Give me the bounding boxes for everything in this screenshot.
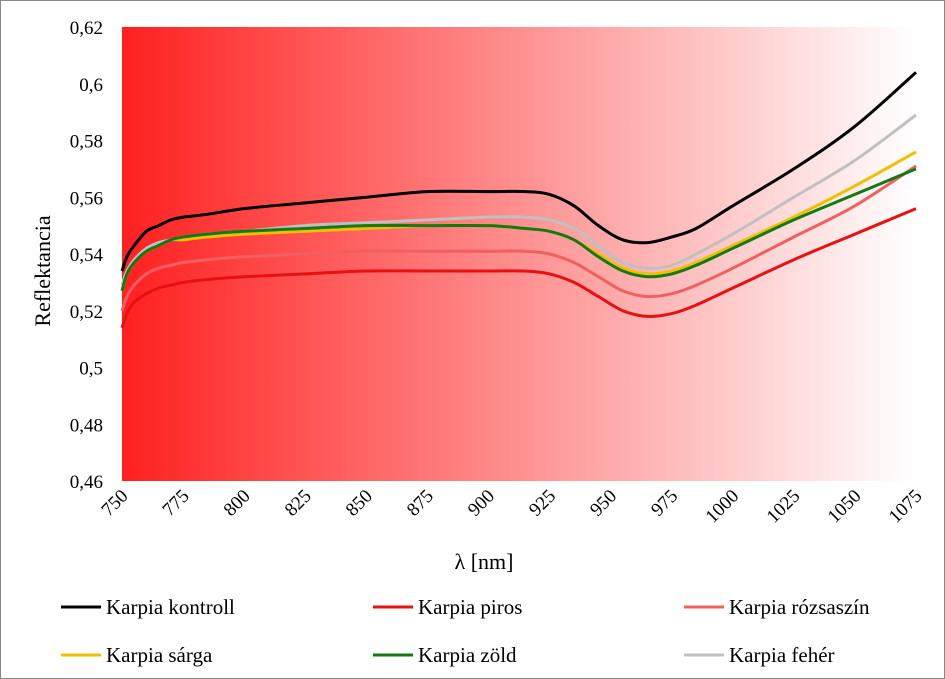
plot-area: [122, 27, 916, 481]
x-tick-label: 900: [464, 486, 499, 521]
y-tick-label: 0,52: [70, 302, 103, 323]
x-tick-label: 825: [281, 486, 316, 521]
x-tick-label: 875: [403, 486, 438, 521]
y-tick-label: 0,54: [70, 245, 104, 266]
y-tick-label: 0,6: [79, 75, 103, 96]
x-tick-label: 950: [586, 486, 621, 521]
y-tick-label: 0,56: [70, 188, 103, 209]
legend: Karpia kontroll Karpia piros Karpia rózsas…: [61, 595, 870, 667]
series-line: [120, 113, 917, 286]
series-lines: [120, 71, 917, 329]
series-line: [120, 164, 917, 312]
y-axis-title: Reflektancia: [30, 215, 55, 326]
x-tick-label: 925: [525, 486, 560, 521]
x-tick-label: 1075: [885, 486, 927, 528]
legend-label: Karpia sárga: [106, 643, 213, 667]
legend-label: Karpia zöld: [418, 643, 517, 667]
y-tick-label: 0,62: [70, 18, 103, 39]
y-axis-ticks: 0,46 0,48 0,5 0,52 0,54 0,56 0,58 0,6 0,62: [70, 18, 104, 493]
x-tick-label: 975: [647, 486, 682, 521]
x-axis-ticks: 750 775 800 825 850 875 900 925 950 975 1000 1025 10…: [98, 486, 927, 528]
x-axis-title: λ [nm]: [455, 549, 514, 574]
legend-label: Karpia kontroll: [106, 595, 235, 619]
x-tick-label: 800: [220, 486, 255, 521]
y-tick-label: 0,46: [70, 472, 103, 493]
x-tick-label: 1050: [824, 486, 866, 528]
legend-label: Karpia piros: [418, 595, 522, 619]
series-line: [120, 167, 917, 292]
series-line: [120, 207, 917, 329]
legend-label: Karpia rózsaszín: [729, 595, 870, 619]
x-tick-label: 1025: [763, 486, 805, 528]
y-tick-label: 0,5: [79, 359, 103, 380]
x-tick-label: 1000: [702, 486, 744, 528]
x-tick-label: 850: [342, 486, 377, 521]
y-tick-label: 0,48: [70, 415, 103, 436]
x-tick-label: 775: [159, 486, 194, 521]
series-line: [120, 71, 917, 272]
y-tick-label: 0,58: [70, 132, 103, 153]
legend-label: Karpia fehér: [729, 643, 835, 667]
